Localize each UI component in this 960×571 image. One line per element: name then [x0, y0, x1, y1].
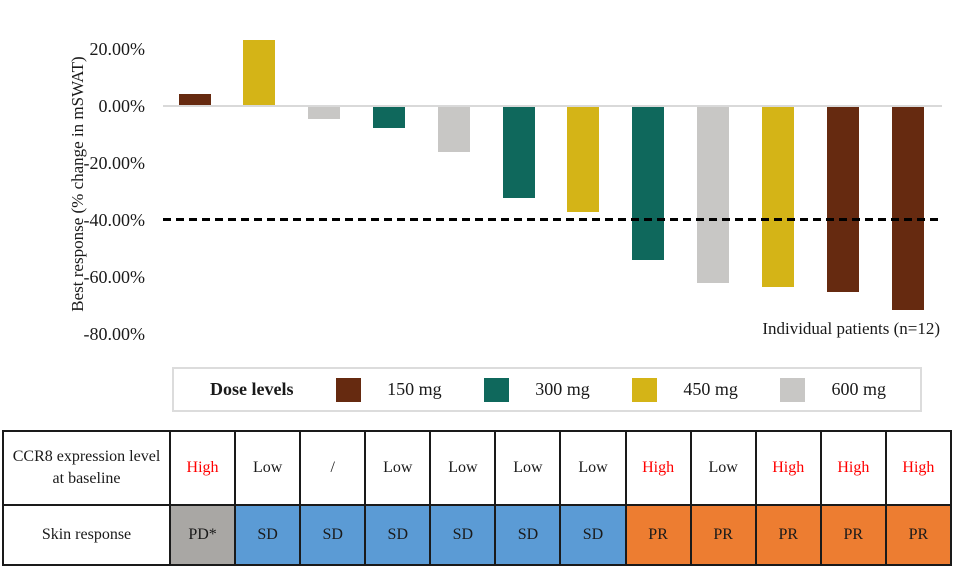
ccr8-expression-cell: High — [754, 430, 822, 506]
bar-patient-5 — [437, 106, 470, 153]
skin-response-cell: PR — [884, 504, 953, 566]
reference-dashed-line — [163, 218, 942, 221]
plot-area — [163, 0, 942, 345]
bar-patient-3 — [308, 106, 341, 120]
y-tick-label: -60.00% — [83, 266, 146, 287]
legend-item: 450 mg — [632, 377, 738, 402]
legend-item: 600 mg — [780, 377, 886, 402]
ccr8-expression-cell: Low — [364, 430, 432, 506]
legend-title: Dose levels — [210, 379, 294, 399]
y-tick-label: 0.00% — [98, 95, 146, 116]
y-tick-label: -80.00% — [83, 323, 146, 344]
bar-patient-12 — [891, 106, 924, 311]
ccr8-expression-cell: High — [819, 430, 887, 506]
dose-legend: Dose levels 150 mg 300 mg 450 mg 600 mg — [172, 367, 922, 412]
row-header-ccr8: CCR8 expression level at baseline — [2, 430, 171, 506]
skin-response-cell: SD — [234, 504, 302, 566]
ccr8-expression-cell: Low — [559, 430, 627, 506]
ccr8-expression-row: CCR8 expression level at baseline High Lo… — [2, 430, 953, 506]
legend-swatch-icon — [336, 377, 362, 402]
ccr8-expression-cell: Low — [429, 430, 497, 506]
skin-response-cell: PR — [754, 504, 822, 566]
skin-response-cell: SD — [429, 504, 497, 566]
ccr8-expression-cell: Low — [689, 430, 757, 506]
skin-response-cell: SD — [559, 504, 627, 566]
ccr8-expression-cell: High — [884, 430, 953, 506]
waterfall-chart: Best response (% change in mSWAT) 20.00%… — [0, 0, 942, 345]
zero-baseline — [163, 104, 942, 107]
ccr8-expression-cell: High — [624, 430, 692, 506]
bar-patient-1 — [178, 94, 211, 106]
bar-patient-4 — [372, 106, 405, 128]
bar-patient-6 — [502, 106, 535, 198]
legend-label: 600 mg — [831, 379, 886, 399]
bar-patient-11 — [826, 106, 859, 292]
legend-item: 300 mg — [484, 377, 590, 402]
y-tick-label: -20.00% — [83, 152, 146, 173]
patient-response-table: CCR8 expression level at baseline High Lo… — [2, 430, 953, 566]
bar-patient-2 — [243, 39, 276, 106]
ccr8-expression-cell: High — [168, 430, 237, 506]
skin-response-cell: SD — [364, 504, 432, 566]
skin-response-cell: SD — [494, 504, 562, 566]
bar-patient-8 — [632, 106, 665, 261]
ccr8-expression-cell: / — [299, 430, 367, 506]
skin-response-cell: PR — [689, 504, 757, 566]
y-tick-label: 20.00% — [89, 38, 146, 59]
legend-swatch-icon — [484, 377, 510, 402]
skin-response-cell: PR — [819, 504, 887, 566]
ccr8-expression-cell: Low — [494, 430, 562, 506]
bar-patient-10 — [761, 106, 794, 288]
y-tick-label: -40.00% — [83, 209, 146, 230]
x-axis-annotation: Individual patients (n=12) — [762, 319, 940, 338]
skin-response-cell: PD* — [168, 504, 237, 566]
row-header-skin-response: Skin response — [2, 504, 171, 566]
skin-response-cell: PR — [624, 504, 692, 566]
legend-label: 150 mg — [387, 379, 442, 399]
legend-swatch-icon — [780, 377, 806, 402]
legend-label: 450 mg — [683, 379, 738, 399]
skin-response-cell: SD — [299, 504, 367, 566]
ccr8-expression-cell: Low — [234, 430, 302, 506]
y-axis-ticks: 20.00% 0.00% -20.00% -40.00% -60.00% -80.00% — [0, 0, 146, 345]
legend-item: 150 mg — [336, 377, 442, 402]
bar-series — [163, 0, 942, 345]
bar-patient-7 — [567, 106, 600, 212]
legend-swatch-icon — [632, 377, 658, 402]
legend-label: 300 mg — [535, 379, 590, 399]
bar-patient-9 — [697, 106, 730, 284]
skin-response-row: Skin response PD* SD SD SD SD SD SD PR PR PR PR PR — [2, 504, 953, 566]
